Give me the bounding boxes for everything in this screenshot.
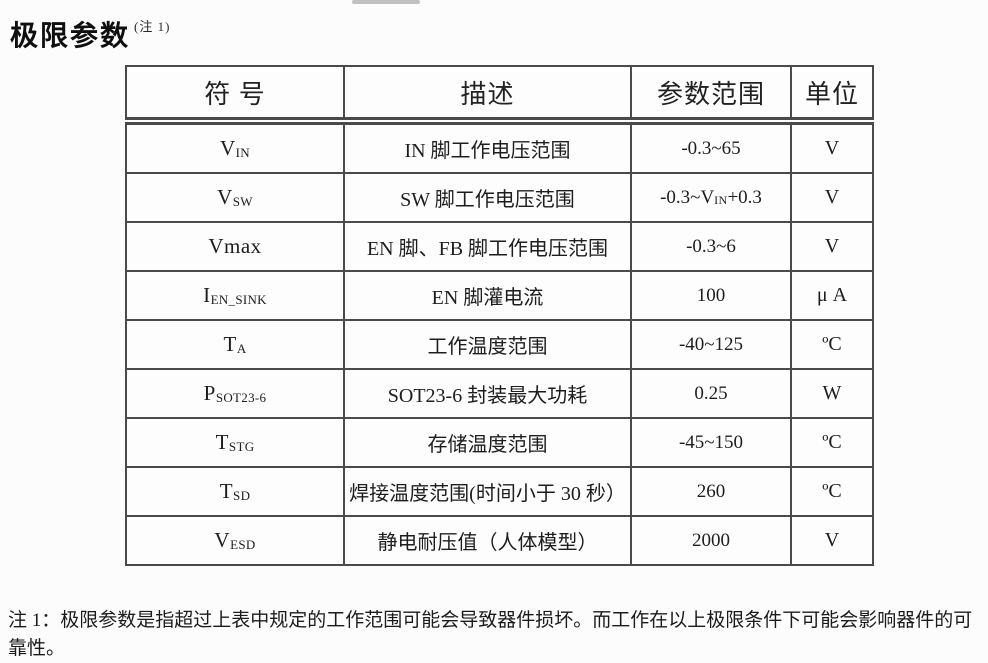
- description-cell: EN 脚灌电流: [343, 270, 632, 321]
- unit-cell: V: [790, 172, 874, 223]
- range-text: 2000: [692, 530, 730, 551]
- unit-cell: μ A: [790, 270, 874, 321]
- unit-text: V: [824, 529, 840, 551]
- unit-cell: ºC: [790, 319, 874, 370]
- unit-cell: ºC: [790, 466, 874, 517]
- unit-text: W: [822, 382, 842, 404]
- symbol-cell: TA: [125, 319, 345, 370]
- header-unit: 单位: [790, 65, 874, 125]
- range-cell: 0.25: [630, 368, 792, 419]
- table-row: TSD 焊接温度范围(时间小于 30 秒） 260 ºC: [125, 466, 874, 517]
- unit-cell: W: [790, 368, 874, 419]
- unit-cell: V: [790, 120, 874, 174]
- footnote-text: 极限参数是指超过上表中规定的工作范围可能会导致器件损坏。而工作在以上极限条件下可…: [8, 610, 973, 659]
- unit-text: V: [824, 137, 840, 159]
- unit-cell: ºC: [790, 417, 874, 468]
- description-cell: 焊接温度范围(时间小于 30 秒）: [343, 466, 632, 517]
- unit-cell: V: [790, 221, 874, 272]
- symbol-text: VIN: [220, 136, 250, 160]
- description-cell: SOT23-6 封装最大功耗: [343, 368, 632, 419]
- range-cell: -45~150: [630, 417, 792, 468]
- unit-text: μ A: [816, 284, 848, 306]
- page-title-note-superscript: (注 1): [134, 19, 171, 34]
- range-cell: 2000: [630, 515, 792, 566]
- symbol-text: TA: [223, 332, 247, 356]
- range-cell: -0.3~VIN+0.3: [630, 172, 792, 223]
- table-header: 符 号 描述 参数范围 单位: [125, 65, 874, 125]
- table-header-row: 符 号 描述 参数范围 单位: [125, 65, 874, 125]
- unit-text: ºC: [822, 480, 842, 502]
- header-symbol: 符 号: [125, 65, 345, 125]
- symbol-text: TSD: [219, 479, 251, 503]
- page-title: 极限参数: [10, 20, 131, 51]
- range-cell: -0.3~6: [630, 221, 792, 272]
- symbol-text: TSTG: [215, 430, 255, 454]
- header-description: 描述: [343, 65, 632, 125]
- range-text: 100: [696, 285, 726, 306]
- range-text: 0.25: [694, 383, 728, 404]
- footnote-label: 注 1：: [8, 610, 61, 631]
- table-row: IEN_SINK EN 脚灌电流 100 μ A: [125, 270, 874, 321]
- table-row: PSOT23-6 SOT23-6 封装最大功耗 0.25 W: [125, 368, 874, 419]
- range-text: -0.3~65: [681, 138, 741, 159]
- symbol-text: VESD: [214, 528, 256, 552]
- table-row: TA 工作温度范围 -40~125 ºC: [125, 319, 874, 370]
- footnote: 注 1：极限参数是指超过上表中规定的工作范围可能会导致器件损坏。而工作在以上极限…: [8, 607, 980, 663]
- unit-text: ºC: [822, 431, 842, 453]
- symbol-text: VSW: [217, 185, 253, 209]
- unit-text: V: [824, 235, 840, 257]
- symbol-cell: Vmax: [125, 221, 345, 272]
- unit-text: V: [824, 186, 840, 208]
- description-cell: 工作温度范围: [343, 319, 632, 370]
- table-row: TSTG 存储温度范围 -45~150 ºC: [125, 417, 874, 468]
- range-cell: -0.3~65: [630, 120, 792, 174]
- symbol-text: PSOT23-6: [203, 381, 267, 405]
- table-row: Vmax EN 脚、FB 脚工作电压范围 -0.3~6 V: [125, 221, 874, 272]
- symbol-cell: VESD: [125, 515, 345, 566]
- range-cell: 100: [630, 270, 792, 321]
- symbol-cell: VIN: [125, 120, 345, 174]
- section-title-row: 极限参数 (注 1): [10, 14, 170, 54]
- range-text: 260: [696, 481, 726, 502]
- symbol-cell: TSTG: [125, 417, 345, 468]
- table-row: VSW SW 脚工作电压范围 -0.3~VIN+0.3 V: [125, 172, 874, 223]
- table-body: VIN IN 脚工作电压范围 -0.3~65 V VSW SW 脚工作电压范围 …: [125, 120, 874, 566]
- symbol-text: Vmax: [208, 234, 262, 258]
- range-text: -0.3~6: [686, 236, 736, 257]
- symbol-cell: PSOT23-6: [125, 368, 345, 419]
- range-cell: 260: [630, 466, 792, 517]
- range-text: -40~125: [678, 334, 744, 355]
- header-range: 参数范围: [630, 65, 792, 125]
- symbol-cell: VSW: [125, 172, 345, 223]
- table-row: VIN IN 脚工作电压范围 -0.3~65 V: [125, 120, 874, 174]
- range-text: -45~150: [678, 432, 744, 453]
- symbol-cell: IEN_SINK: [125, 270, 345, 321]
- absolute-maximum-ratings-table: 符 号 描述 参数范围 单位 VIN IN 脚工作电压范围 -0.3~65 V …: [125, 65, 874, 566]
- range-text: -0.3~VIN+0.3: [660, 187, 762, 208]
- unit-cell: V: [790, 515, 874, 566]
- description-cell: 静电耐压值（人体模型）: [343, 515, 632, 566]
- range-cell: -40~125: [630, 319, 792, 370]
- scan-artifact: [352, 0, 420, 4]
- table-row: VESD 静电耐压值（人体模型） 2000 V: [125, 515, 874, 566]
- symbol-cell: TSD: [125, 466, 345, 517]
- description-cell: EN 脚、FB 脚工作电压范围: [343, 221, 632, 272]
- symbol-text: IEN_SINK: [203, 283, 267, 307]
- description-cell: SW 脚工作电压范围: [343, 172, 632, 223]
- unit-text: ºC: [822, 333, 842, 355]
- description-cell: IN 脚工作电压范围: [343, 120, 632, 174]
- description-cell: 存储温度范围: [343, 417, 632, 468]
